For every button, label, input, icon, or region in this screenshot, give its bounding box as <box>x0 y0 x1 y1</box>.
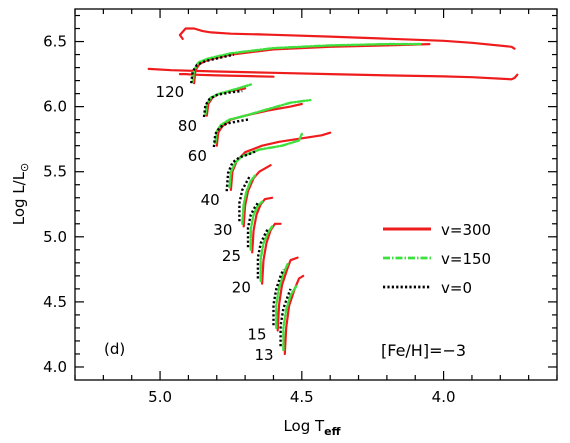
track-v0-m80 <box>202 89 243 118</box>
track-v300-extended-0 <box>258 33 516 50</box>
x-tick-label: 4.0 <box>432 388 456 406</box>
legend-label: v=300 <box>441 221 491 239</box>
mass-label-25: 25 <box>222 247 241 265</box>
x-axis-title: Log Teff <box>283 417 340 438</box>
y-tick-label: 4.0 <box>43 358 67 376</box>
y-tick-label: 5.0 <box>43 228 67 246</box>
track-v300-m40 <box>229 131 332 191</box>
track-v300-extended-3 <box>178 72 275 78</box>
mass-label-80: 80 <box>178 117 197 135</box>
track-v0-m20 <box>256 228 269 279</box>
track-v0-m120 <box>190 53 235 84</box>
track-v150-m30 <box>241 174 257 226</box>
mass-label-20: 20 <box>232 279 251 297</box>
metallicity-label: [Fe/H]=−3 <box>381 341 466 360</box>
panel-label: (d) <box>104 340 125 358</box>
track-v0-m25 <box>246 202 259 248</box>
y-tick-label: 5.5 <box>43 163 67 181</box>
track-v150-m13 <box>282 285 298 352</box>
track-v0-m60 <box>212 118 249 148</box>
y-tick-label: 6.0 <box>43 98 67 116</box>
track-v150-m25 <box>249 200 264 252</box>
y-tick-label: 4.5 <box>43 293 67 311</box>
legend-label: v=150 <box>441 250 491 268</box>
track-v0-m15 <box>272 268 285 326</box>
mass-labels: 13 15 20 25 30 40 60 80 120 <box>156 83 274 364</box>
track-v300-extended-1 <box>147 67 519 81</box>
tracks-layer <box>147 27 519 356</box>
mass-label-13: 13 <box>255 346 274 364</box>
x-tick-label: 5.0 <box>148 388 172 406</box>
track-v300-m30 <box>242 164 272 228</box>
plot-frame <box>74 8 558 381</box>
track-v300-extended-2 <box>178 27 261 41</box>
track-v150-m120 <box>191 42 423 84</box>
track-v150-m20 <box>259 225 274 283</box>
track-v150-m60 <box>214 98 312 145</box>
legend-label: v=0 <box>441 279 472 297</box>
mass-label-30: 30 <box>213 221 232 239</box>
mass-label-15: 15 <box>247 325 266 343</box>
track-v300-m13 <box>283 274 305 356</box>
mass-label-120: 120 <box>156 83 185 101</box>
track-v300-m15 <box>276 256 299 332</box>
y-tick-label: 6.5 <box>43 33 67 51</box>
track-v300-m25 <box>251 196 274 254</box>
track-v0-m13 <box>279 288 292 347</box>
x-tick-label: 4.5 <box>290 388 314 406</box>
track-v0-m30 <box>238 176 251 222</box>
track-v150-m40 <box>228 132 303 189</box>
track-v300-m120 <box>193 42 431 85</box>
track-v150-m80 <box>204 83 253 116</box>
legend: v=300 v=150 v=0 <box>383 221 491 297</box>
mass-label-40: 40 <box>201 191 220 209</box>
track-v300-m20 <box>261 222 282 285</box>
track-v150-m15 <box>275 262 289 330</box>
y-axis-title: Log L/L⊙ <box>10 163 31 226</box>
tick-layer: 5.0 4.5 4.0 4.0 4.5 5.0 5.5 6.0 6.5 <box>43 9 558 406</box>
track-v0-m40 <box>225 149 257 192</box>
mass-label-60: 60 <box>188 147 207 165</box>
